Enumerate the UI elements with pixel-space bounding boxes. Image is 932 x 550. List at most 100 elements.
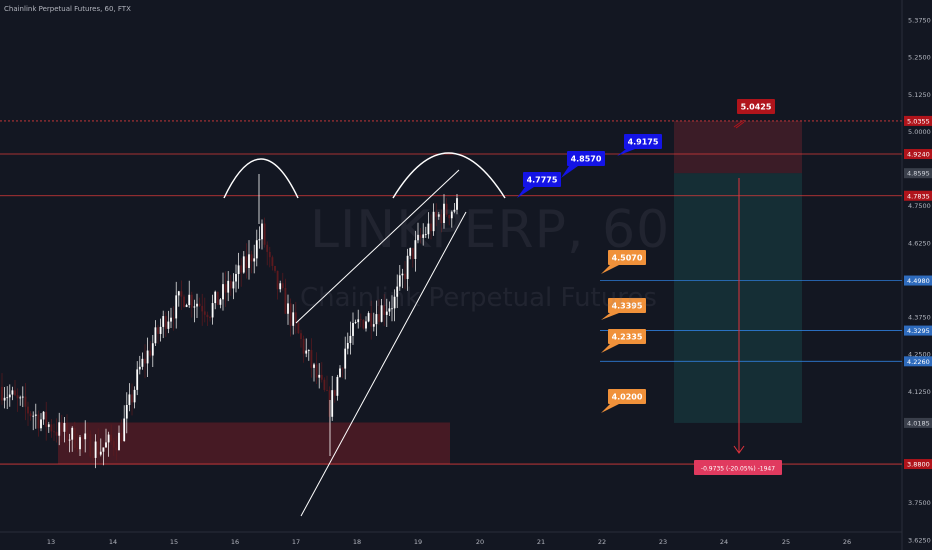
y-tick-label: 4.2500 [908, 351, 931, 359]
candle [42, 411, 45, 420]
candle [34, 414, 37, 416]
candle [94, 441, 97, 458]
candle [284, 288, 287, 314]
candle [385, 311, 388, 315]
candle [146, 350, 149, 364]
candle [448, 214, 451, 219]
candle [50, 424, 53, 432]
candle [307, 350, 310, 351]
candle [170, 317, 172, 322]
candle [344, 348, 347, 369]
candle [318, 374, 321, 378]
candle [248, 254, 250, 268]
price-tag-4.8570 [567, 151, 605, 166]
candle [71, 427, 74, 440]
candle [326, 389, 328, 391]
candle [281, 283, 284, 289]
candle [258, 239, 261, 241]
candle [404, 273, 406, 280]
x-tick-label: 16 [231, 538, 239, 546]
y-tick-label: 4.7500 [908, 202, 931, 210]
candle [198, 303, 201, 306]
price-badge-label: 4.7835 [907, 192, 930, 200]
candle [175, 295, 178, 319]
candle [372, 324, 375, 327]
candle [352, 323, 354, 336]
candle [14, 390, 16, 396]
candle [354, 322, 357, 324]
candle [110, 434, 113, 442]
candle [24, 396, 27, 407]
price-badge-label: 4.8595 [907, 170, 930, 178]
candle [190, 294, 193, 308]
price-badge-4.8595 [904, 168, 932, 179]
tag-pointer [561, 166, 578, 178]
candle [274, 265, 276, 271]
candle [47, 424, 50, 427]
candle [378, 314, 380, 322]
price-tag-4.2335 [608, 329, 646, 344]
candle [105, 442, 107, 448]
x-tick-label: 23 [659, 538, 667, 546]
price-tag-label: 4.2335 [612, 333, 643, 342]
candle [375, 314, 378, 325]
price-tag-4.7775 [523, 172, 561, 187]
candle [398, 275, 401, 287]
candle [3, 397, 6, 401]
candle [240, 265, 243, 273]
support-zone [58, 422, 450, 465]
candle [81, 437, 84, 440]
candle [8, 394, 11, 398]
candle [149, 350, 152, 356]
wedge-upper-line [295, 169, 460, 324]
candle [29, 413, 32, 417]
measure-label: -0.9735 (-20.05%) -1947 [701, 466, 775, 473]
candle [339, 368, 341, 377]
candle [419, 234, 422, 238]
watermark-name: Chainlink Perpetual Futures [300, 283, 657, 313]
candle [66, 422, 68, 441]
x-tick-label: 24 [720, 538, 728, 546]
candle [37, 414, 40, 429]
candle [40, 419, 42, 429]
x-tick-label: 21 [537, 538, 545, 546]
candle [235, 274, 237, 282]
candle [123, 418, 126, 442]
price-tag-label: 5.0425 [741, 103, 772, 112]
candle [245, 256, 248, 268]
stop-loss-zone [674, 120, 802, 174]
candle [289, 303, 292, 326]
candle [151, 343, 154, 356]
candle [287, 303, 289, 314]
price-badge-label: 4.2260 [907, 358, 930, 366]
candle [222, 284, 224, 300]
take-profit-zone [674, 173, 802, 423]
price-badge-4.9240 [904, 149, 932, 160]
candle [383, 305, 386, 315]
candle [393, 296, 396, 309]
candle [118, 432, 120, 451]
candle [196, 303, 198, 307]
head-arc-right [392, 152, 506, 199]
candle [271, 257, 274, 266]
candle [349, 335, 352, 343]
candle [76, 448, 79, 450]
candle [216, 291, 219, 305]
tag-pointer [601, 404, 619, 413]
price-tag-label: 4.7775 [527, 176, 558, 185]
target-pointer [733, 119, 745, 129]
candle [55, 431, 58, 436]
candle [27, 406, 29, 414]
candle [380, 305, 383, 322]
candle [268, 251, 271, 258]
candle [120, 432, 123, 442]
tag-pointer [517, 187, 534, 198]
x-tick-label: 20 [476, 538, 484, 546]
candle [211, 303, 214, 318]
candle [323, 379, 326, 390]
price-tag-4.9175 [624, 134, 662, 149]
candle [297, 322, 300, 334]
candle [133, 389, 136, 403]
